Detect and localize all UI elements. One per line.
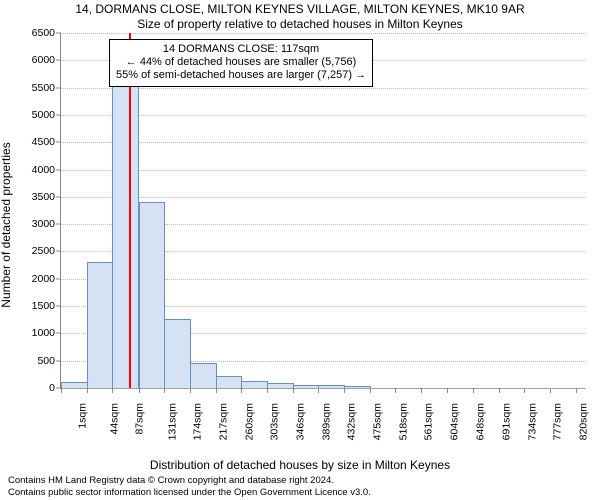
xtick-mark xyxy=(395,388,396,393)
xtick-label: 260sqm xyxy=(243,403,255,440)
gridline xyxy=(61,197,586,198)
ytick-label: 2000 xyxy=(32,273,55,285)
annotation-line: 14 DORMANS CLOSE: 117sqm xyxy=(116,43,366,56)
ytick-mark xyxy=(56,196,61,197)
title-main: 14, DORMANS CLOSE, MILTON KEYNES VILLAGE… xyxy=(0,2,600,16)
ytick-mark xyxy=(56,142,61,143)
ytick-mark xyxy=(56,33,61,34)
ytick-mark xyxy=(56,306,61,307)
xtick-mark xyxy=(139,388,140,393)
ytick-mark xyxy=(56,278,61,279)
xtick-mark xyxy=(318,388,319,393)
xtick-mark xyxy=(499,388,500,393)
footer-line-1: Contains HM Land Registry data © Crown c… xyxy=(8,475,334,486)
xtick-label: 734sqm xyxy=(526,403,538,440)
gridline xyxy=(61,142,586,143)
gridline xyxy=(61,33,586,34)
xtick-label: 820sqm xyxy=(578,403,590,440)
gridline xyxy=(61,115,586,116)
ytick-label: 6500 xyxy=(32,27,55,39)
histogram-bar xyxy=(190,363,217,388)
xtick-mark xyxy=(241,388,242,393)
ytick-label: 6000 xyxy=(32,54,55,66)
annotation-box: 14 DORMANS CLOSE: 117sqm← 44% of detache… xyxy=(109,39,373,87)
histogram-bar xyxy=(87,262,114,388)
histogram-bar xyxy=(241,381,268,388)
histogram-bar xyxy=(344,386,371,388)
ytick-mark xyxy=(56,60,61,61)
ytick-mark xyxy=(56,251,61,252)
xtick-label: 604sqm xyxy=(449,403,461,440)
xtick-mark xyxy=(370,388,371,393)
histogram-bar xyxy=(61,382,88,388)
ytick-label: 1500 xyxy=(32,300,55,312)
ytick-label: 1000 xyxy=(32,327,55,339)
ytick-label: 500 xyxy=(37,355,55,367)
histogram-plot: 0500100015002000250030003500400045005000… xyxy=(60,33,586,389)
xtick-mark xyxy=(421,388,422,393)
ytick-mark xyxy=(56,87,61,88)
histogram-bar xyxy=(139,202,166,388)
ytick-label: 0 xyxy=(49,382,55,394)
gridline xyxy=(61,170,586,171)
xtick-mark xyxy=(293,388,294,393)
xtick-label: 777sqm xyxy=(552,403,564,440)
histogram-bar xyxy=(318,385,345,388)
xtick-mark xyxy=(164,388,165,393)
xtick-mark xyxy=(112,388,113,393)
annotation-line: 55% of semi-detached houses are larger (… xyxy=(116,69,366,82)
ytick-mark xyxy=(56,169,61,170)
histogram-bar xyxy=(164,319,191,388)
xtick-label: 1sqm xyxy=(77,403,89,429)
xtick-mark xyxy=(216,388,217,393)
xtick-mark xyxy=(87,388,88,393)
y-axis-label: Number of detached properties xyxy=(0,60,13,390)
ytick-mark xyxy=(56,114,61,115)
xtick-label: 518sqm xyxy=(397,403,409,440)
xtick-label: 217sqm xyxy=(217,403,229,440)
ytick-label: 2500 xyxy=(32,245,55,257)
gridline xyxy=(61,388,586,389)
xtick-mark xyxy=(473,388,474,393)
xtick-mark xyxy=(447,388,448,393)
xtick-label: 475sqm xyxy=(371,403,383,440)
xtick-label: 346sqm xyxy=(294,403,306,440)
ytick-label: 3500 xyxy=(32,191,55,203)
xtick-mark xyxy=(267,388,268,393)
ytick-mark xyxy=(56,224,61,225)
gridline xyxy=(61,88,586,89)
xtick-label: 432sqm xyxy=(346,403,358,440)
xtick-mark xyxy=(190,388,191,393)
histogram-bar xyxy=(112,73,139,388)
xtick-mark xyxy=(576,388,577,393)
histogram-bar xyxy=(216,376,243,388)
xtick-label: 303sqm xyxy=(269,403,281,440)
annotation-line: ← 44% of detached houses are smaller (5,… xyxy=(116,56,366,69)
ytick-label: 4500 xyxy=(32,136,55,148)
xtick-label: 691sqm xyxy=(500,403,512,440)
xtick-mark xyxy=(344,388,345,393)
ytick-label: 3000 xyxy=(32,218,55,230)
xtick-label: 174sqm xyxy=(192,403,204,440)
ytick-mark xyxy=(56,333,61,334)
histogram-bar xyxy=(293,385,320,388)
xtick-mark xyxy=(524,388,525,393)
ytick-label: 5000 xyxy=(32,109,55,121)
xtick-label: 648sqm xyxy=(475,403,487,440)
xtick-label: 131sqm xyxy=(166,403,178,440)
xtick-label: 389sqm xyxy=(320,403,332,440)
x-axis-label: Distribution of detached houses by size … xyxy=(0,458,600,472)
ytick-label: 5500 xyxy=(32,82,55,94)
footer-line-2: Contains public sector information licen… xyxy=(8,487,371,498)
xtick-label: 44sqm xyxy=(108,403,120,435)
ytick-label: 4000 xyxy=(32,164,55,176)
xtick-mark xyxy=(61,388,62,393)
xtick-label: 561sqm xyxy=(423,403,435,440)
histogram-bar xyxy=(267,383,294,388)
ytick-mark xyxy=(56,360,61,361)
xtick-label: 87sqm xyxy=(134,403,146,435)
xtick-mark xyxy=(550,388,551,393)
title-sub: Size of property relative to detached ho… xyxy=(0,17,600,31)
